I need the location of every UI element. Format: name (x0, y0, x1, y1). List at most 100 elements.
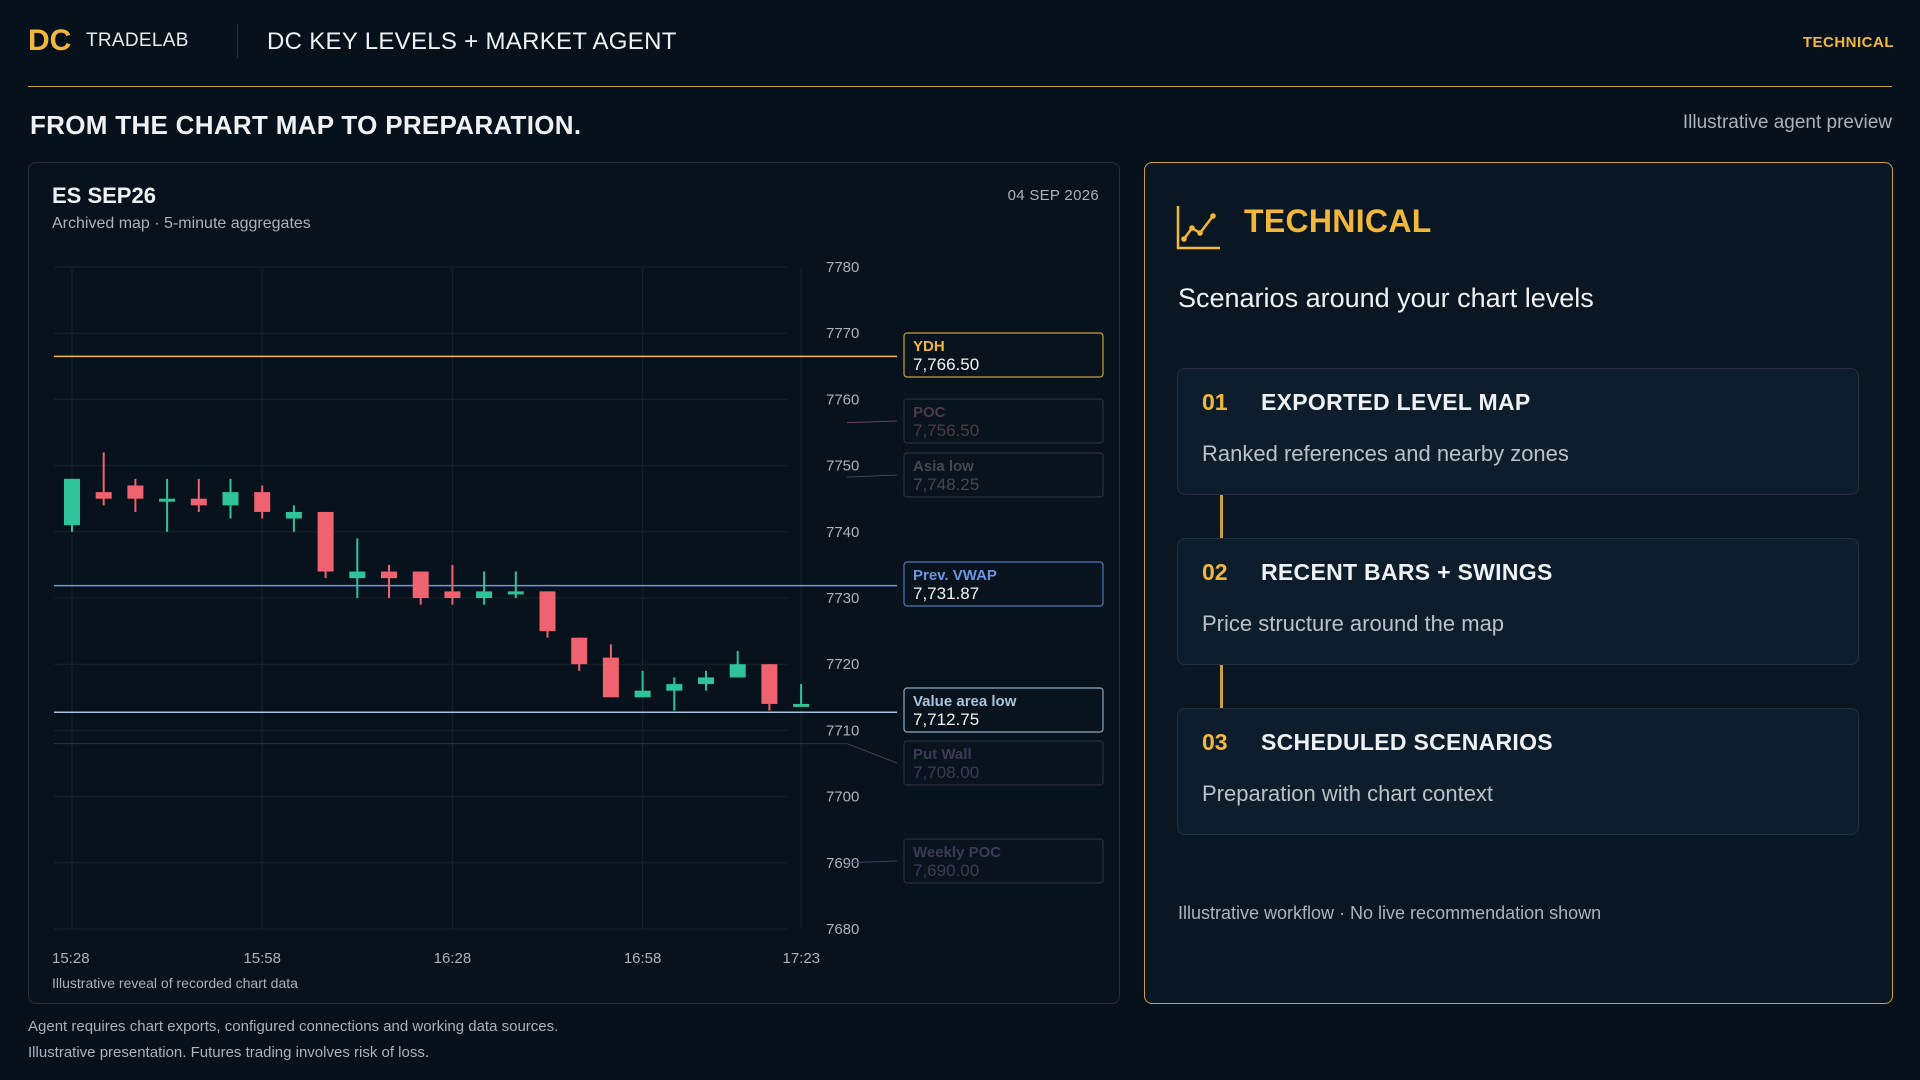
y-tick-label: 7780 (826, 259, 859, 276)
level-value: 7,748.25 (913, 475, 979, 494)
candle-body (127, 485, 144, 499)
candle-body (95, 492, 112, 499)
y-tick-label: 7750 (826, 458, 859, 475)
line-chart-icon (1176, 206, 1220, 250)
brand-name: TRADELAB (86, 30, 189, 51)
step-description: Ranked references and nearby zones (1202, 441, 1569, 466)
x-tick-label: 15:58 (243, 950, 281, 963)
level-connector-poc (846, 420, 898, 424)
level-name: Weekly POC (913, 844, 1001, 861)
y-tick-label: 7710 (826, 722, 859, 739)
disclaimer-risk: Illustrative presentation. Futures tradi… (28, 1044, 430, 1061)
level-box-asia-low (903, 452, 1104, 498)
x-tick-label: 17:23 (783, 950, 821, 963)
candle-body (539, 591, 556, 632)
chart-panel: ES SEP26 Archived map · 5-minute aggrega… (28, 162, 1120, 1004)
y-tick-label: 7770 (826, 325, 859, 342)
technical-title: TECHNICAL (1244, 203, 1432, 239)
level-box-weekly-poc (903, 838, 1104, 884)
step-title: SCHEDULED SCENARIOS (1261, 729, 1553, 755)
disclaimer-requirements: Agent requires chart exports, configured… (28, 1018, 559, 1035)
workflow-note: Illustrative workflow · No live recommen… (1178, 903, 1602, 923)
chart-subtitle: Archived map · 5-minute aggregates (52, 215, 311, 232)
candle-body (476, 591, 493, 598)
level-name: Prev. VWAP (913, 567, 997, 584)
step-number: 02 (1202, 559, 1228, 585)
candle-body (571, 637, 588, 665)
level-name: YDH (913, 338, 945, 355)
y-tick-label: 7730 (826, 590, 859, 607)
step-description: Price structure around the map (1202, 611, 1505, 636)
section-title: FROM THE CHART MAP TO PREPARATION. (30, 110, 582, 140)
candlestick-chart: 7780 7770 7760 7750 7740 7730 7720 7710 7700 7690… (52, 259, 1104, 963)
chart-date: 04 SEP 2026 (1007, 187, 1099, 204)
header-divider (237, 24, 238, 58)
level-value: 7,766.50 (913, 355, 979, 374)
preview-note: Illustrative agent preview (1682, 112, 1892, 133)
step-number: 01 (1202, 389, 1228, 415)
level-name: Value area low (913, 693, 1017, 710)
candle-body (317, 511, 334, 572)
candle-body (222, 492, 239, 506)
level-value: 7,708.00 (913, 763, 979, 782)
x-tick-label: 16:58 (624, 950, 662, 963)
y-tick-label: 7720 (826, 656, 859, 673)
app-title: DC KEY LEVELS + MARKET AGENT (267, 28, 677, 55)
level-value: 7,756.50 (913, 421, 979, 440)
candle-body (159, 498, 176, 502)
candle-body (602, 657, 619, 698)
level-connector-asia-low (846, 474, 898, 478)
header-rule (28, 86, 1892, 87)
step-title: RECENT BARS + SWINGS (1261, 559, 1553, 585)
y-tick-label: 7740 (826, 524, 859, 541)
y-tick-label: 7680 (826, 921, 859, 938)
candle-body (64, 478, 80, 526)
candle-body (634, 690, 651, 698)
level-box-ydh (903, 332, 1104, 378)
candle-body (666, 684, 683, 691)
step-card-3[interactable]: 03 SCHEDULED SCENARIOS Preparation with … (1177, 708, 1859, 835)
technical-subtitle: Scenarios around your chart levels (1178, 283, 1594, 313)
candle-body (285, 511, 302, 519)
level-value: 7,712.75 (913, 710, 979, 729)
candle-body (761, 664, 778, 704)
y-tick-label: 7690 (826, 855, 859, 872)
level-box-prev-vwap (903, 561, 1104, 607)
x-tick-label: 15:28 (52, 950, 90, 963)
candle-body (349, 571, 366, 579)
level-name: Asia low (913, 458, 974, 475)
level-box-value-area-low (903, 687, 1104, 733)
y-tick-label: 7700 (826, 789, 859, 806)
candle-body (698, 677, 714, 685)
candle-body (254, 492, 271, 512)
candle-body (507, 591, 524, 595)
level-value: 7,731.87 (913, 584, 979, 603)
step-card-1[interactable]: 01 EXPORTED LEVEL MAP Ranked references … (1177, 368, 1859, 495)
step-number: 03 (1202, 729, 1228, 755)
step-card-2[interactable]: 02 RECENT BARS + SWINGS Price structure … (1177, 538, 1859, 665)
level-name: POC (913, 404, 946, 421)
candle-body (381, 571, 397, 579)
step-description: Preparation with chart context (1202, 781, 1494, 806)
level-value: 7,690.00 (913, 861, 979, 880)
step-connector (1220, 665, 1223, 708)
candle-body (793, 703, 810, 707)
technical-panel: TECHNICAL Scenarios around your chart le… (1144, 162, 1893, 1004)
level-name: Put Wall (913, 746, 972, 763)
level-connector-weekly-poc (846, 860, 898, 864)
y-tick-label: 7760 (826, 391, 859, 408)
candle-body (444, 591, 461, 598)
step-connector (1220, 495, 1223, 538)
chart-symbol: ES SEP26 (52, 183, 156, 208)
candle-body (190, 498, 207, 506)
logo-mark: DC (28, 24, 72, 57)
x-tick-label: 16:28 (434, 950, 472, 963)
chart-caption: Illustrative reveal of recorded chart da… (52, 975, 298, 991)
candle-body (729, 664, 746, 678)
step-title: EXPORTED LEVEL MAP (1261, 389, 1531, 415)
candle-body (412, 571, 429, 598)
level-box-poc (903, 398, 1104, 444)
level-connector-put-wall (846, 743, 898, 764)
header-tag-technical[interactable]: TECHNICAL (1802, 34, 1894, 51)
level-box-put-wall (903, 740, 1104, 786)
